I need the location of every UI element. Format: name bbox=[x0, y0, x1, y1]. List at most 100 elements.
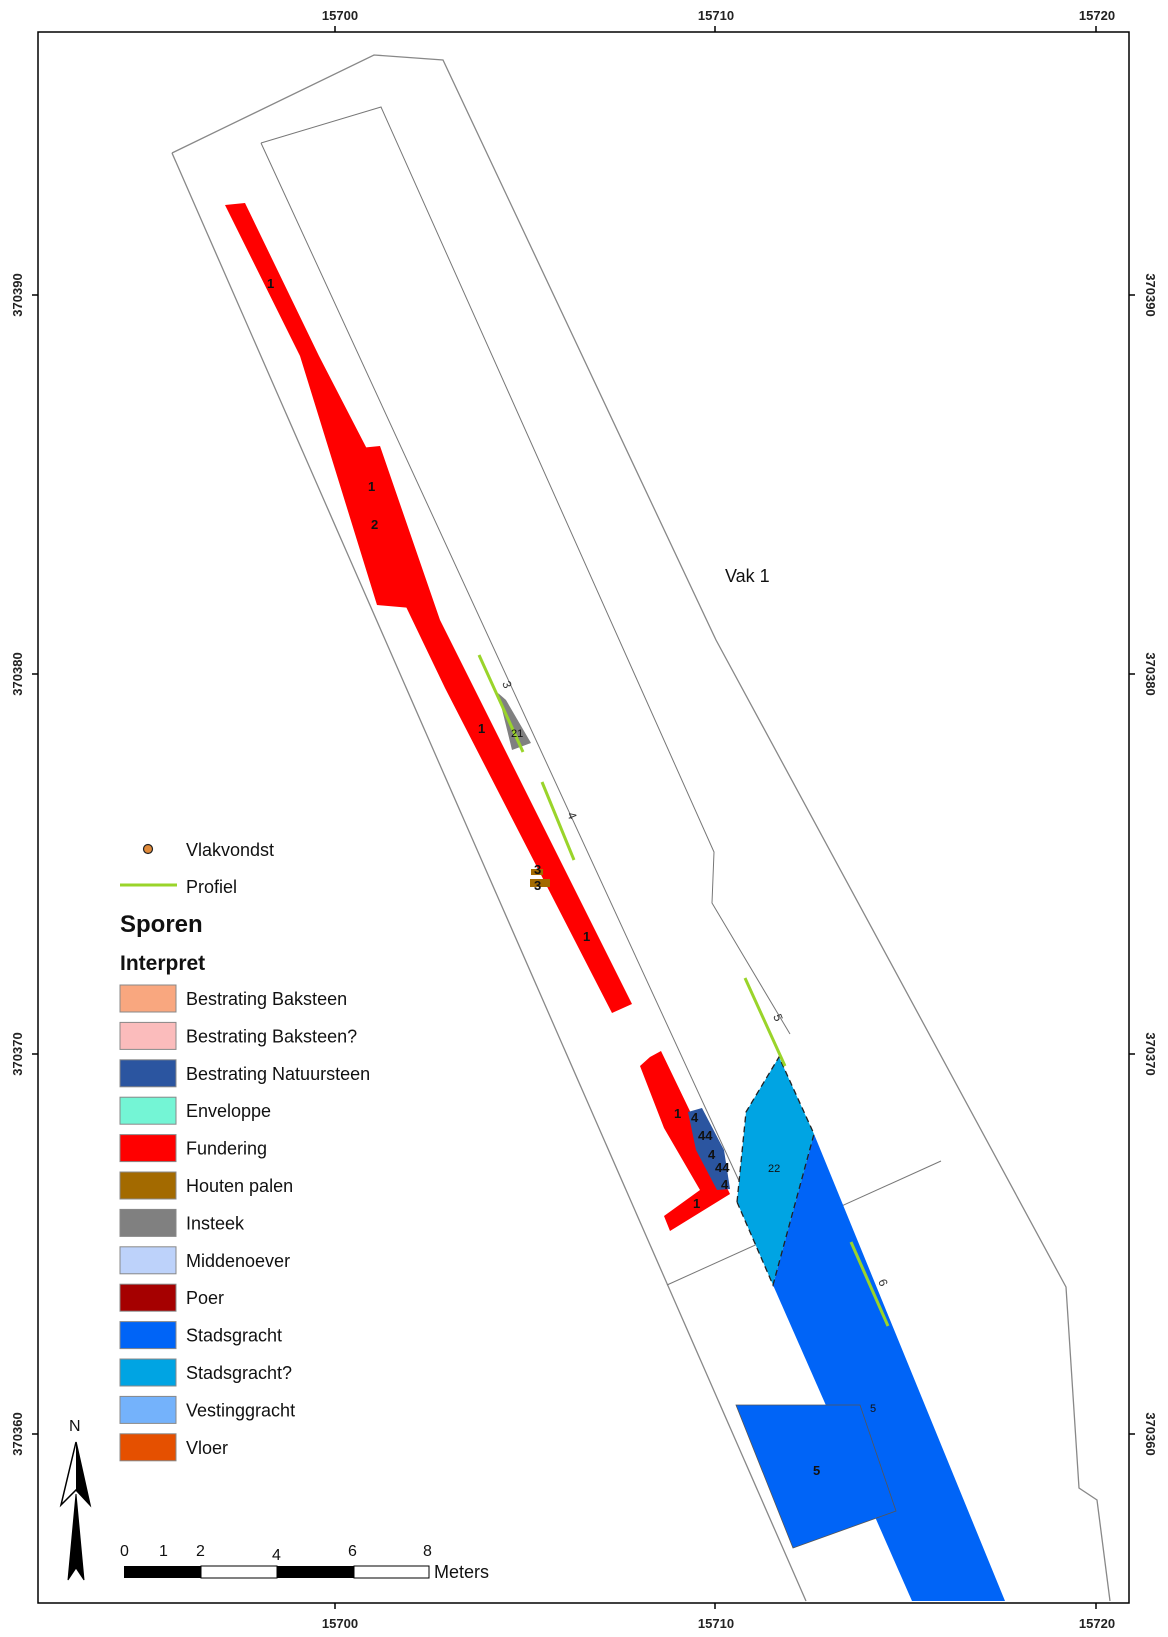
y-tick-left-370370: 370370 bbox=[10, 1032, 25, 1075]
profile-line-4 bbox=[540, 781, 576, 861]
vlakvondst-symbol bbox=[142, 843, 154, 855]
scale-seg-1 bbox=[124, 1566, 201, 1578]
excavation-boundary bbox=[171, 54, 1111, 1602]
legend-swatch bbox=[119, 1134, 177, 1163]
feature-label-1b: 1 bbox=[368, 479, 375, 494]
legend-swatch bbox=[119, 1283, 177, 1312]
feature-label-21: 21 bbox=[511, 728, 523, 740]
legend-swatch bbox=[119, 1208, 177, 1237]
profile-label-5: 5 bbox=[770, 1012, 786, 1024]
legend-item-label: Houten palen bbox=[186, 1176, 293, 1196]
legend-swatch bbox=[119, 1246, 177, 1275]
scale-0: 0 bbox=[120, 1543, 129, 1560]
legend-swatch bbox=[119, 1171, 177, 1200]
y-tick-right-370390: 370390 bbox=[1143, 273, 1158, 316]
north-arrow-head-half bbox=[76, 1442, 90, 1505]
y-tick-left-370390: 370390 bbox=[10, 273, 25, 316]
legend-swatch bbox=[119, 1059, 177, 1088]
north-label: N bbox=[69, 1418, 81, 1435]
legend-swatch bbox=[119, 1395, 177, 1424]
legend-item-label: Fundering bbox=[186, 1139, 267, 1159]
scale-2: 2 bbox=[196, 1543, 205, 1560]
inner-area-west bbox=[260, 142, 741, 1184]
profile-label-3: 3 bbox=[499, 679, 515, 691]
feature-label-5b: 5 bbox=[813, 1463, 820, 1478]
stadsgracht-feature bbox=[773, 1134, 1005, 1601]
tick-marks bbox=[32, 26, 1135, 1609]
scale-unit: Meters bbox=[434, 1562, 489, 1582]
feature-label-1c: 1 bbox=[478, 721, 485, 736]
legend-swatch bbox=[119, 1096, 177, 1125]
natuursteen-feature bbox=[688, 1108, 730, 1190]
north-arrow-shaft bbox=[67, 1493, 85, 1581]
north-arrow: N bbox=[59, 1418, 92, 1581]
fundering-feature-mid bbox=[350, 446, 632, 1013]
stadsgracht-feature-south bbox=[735, 1404, 897, 1549]
scale-8: 8 bbox=[423, 1543, 432, 1560]
y-tick-right-370370: 370370 bbox=[1143, 1032, 1158, 1075]
feature-label-2: 2 bbox=[371, 517, 378, 532]
y-tick-left-370360: 370360 bbox=[10, 1412, 25, 1455]
inner-area-boundary bbox=[260, 106, 791, 1035]
feature-label-22: 22 bbox=[768, 1163, 780, 1175]
legend-swatch bbox=[119, 1021, 177, 1050]
legend-item-label: Stadsgracht? bbox=[186, 1363, 292, 1383]
scale-6: 6 bbox=[348, 1543, 357, 1560]
profile-line-5 bbox=[743, 977, 787, 1067]
legend-swatch bbox=[119, 1321, 177, 1350]
legend-item-label: Bestrating Baksteen? bbox=[186, 1026, 357, 1046]
fundering-feature-south bbox=[640, 1051, 730, 1231]
y-tick-right-370380: 370380 bbox=[1143, 652, 1158, 695]
legend-profiel: Profiel bbox=[186, 877, 237, 897]
profile-label-4: 4 bbox=[564, 810, 580, 822]
feature-label-44b: 44 bbox=[715, 1160, 730, 1175]
y-tick-right-370360: 370360 bbox=[1143, 1412, 1158, 1455]
feature-label-1d: 1 bbox=[583, 929, 590, 944]
profile-label-6: 6 bbox=[875, 1277, 891, 1289]
legend-item-label: Poer bbox=[186, 1288, 224, 1308]
excavation-boundary-west bbox=[171, 152, 807, 1602]
legend-item-label: Insteek bbox=[186, 1213, 245, 1233]
feature-label-44a: 44 bbox=[698, 1128, 713, 1143]
scale-1: 1 bbox=[159, 1543, 168, 1560]
feature-label-4a: 4 bbox=[691, 1110, 699, 1125]
houten-palen-feature bbox=[530, 879, 550, 887]
legend-item-label: Vloer bbox=[186, 1438, 228, 1458]
map-frame bbox=[37, 31, 1130, 1604]
feature-label-4b: 4 bbox=[708, 1147, 716, 1162]
x-tick-bottom-15720: 15720 bbox=[1079, 1616, 1115, 1631]
feature-label-1a: 1 bbox=[267, 276, 274, 291]
scale-seg-4 bbox=[353, 1565, 430, 1579]
x-tick-bottom-15710: 15710 bbox=[698, 1616, 734, 1631]
scale-bar: 0 1 2 4 6 8 Meters bbox=[120, 1543, 489, 1582]
stadsgracht-question-feature bbox=[736, 1055, 815, 1287]
legend-items: Bestrating Baksteen Bestrating Baksteen? B… bbox=[119, 984, 370, 1462]
legend-swatch bbox=[119, 1358, 177, 1387]
legend-heading: Sporen bbox=[120, 911, 203, 938]
legend-swatch bbox=[119, 1433, 177, 1462]
feature-label-3b: 3 bbox=[534, 878, 541, 893]
legend-item-label: Vestinggracht bbox=[186, 1400, 295, 1420]
area-label: Vak 1 bbox=[725, 566, 770, 586]
x-tick-top-15710: 15710 bbox=[698, 8, 734, 23]
x-tick-top-15700: 15700 bbox=[322, 8, 358, 23]
legend-vlakvondst: Vlakvondst bbox=[186, 840, 274, 860]
x-tick-bottom-15700: 15700 bbox=[322, 1616, 358, 1631]
profile-line-3 bbox=[477, 654, 525, 753]
legend: Vlakvondst Profiel Sporen Interpret Best… bbox=[119, 840, 370, 1462]
legend-swatch bbox=[119, 984, 177, 1013]
feature-label-1f: 1 bbox=[693, 1196, 700, 1211]
feature-label-4c: 4 bbox=[721, 1177, 729, 1192]
legend-item-label: Stadsgracht bbox=[186, 1326, 282, 1346]
feature-label-3a: 3 bbox=[534, 862, 541, 877]
scale-4: 4 bbox=[272, 1547, 281, 1564]
houten-palen-feature-2 bbox=[531, 869, 543, 875]
legend-item-label: Enveloppe bbox=[186, 1101, 271, 1121]
legend-item-label: Middenoever bbox=[186, 1251, 290, 1271]
insteek-feature bbox=[498, 693, 531, 750]
y-tick-left-370380: 370380 bbox=[10, 652, 25, 695]
legend-item-label: Bestrating Natuursteen bbox=[186, 1064, 370, 1084]
scale-seg-3 bbox=[277, 1566, 354, 1578]
legend-subheading: Interpret bbox=[120, 952, 205, 975]
